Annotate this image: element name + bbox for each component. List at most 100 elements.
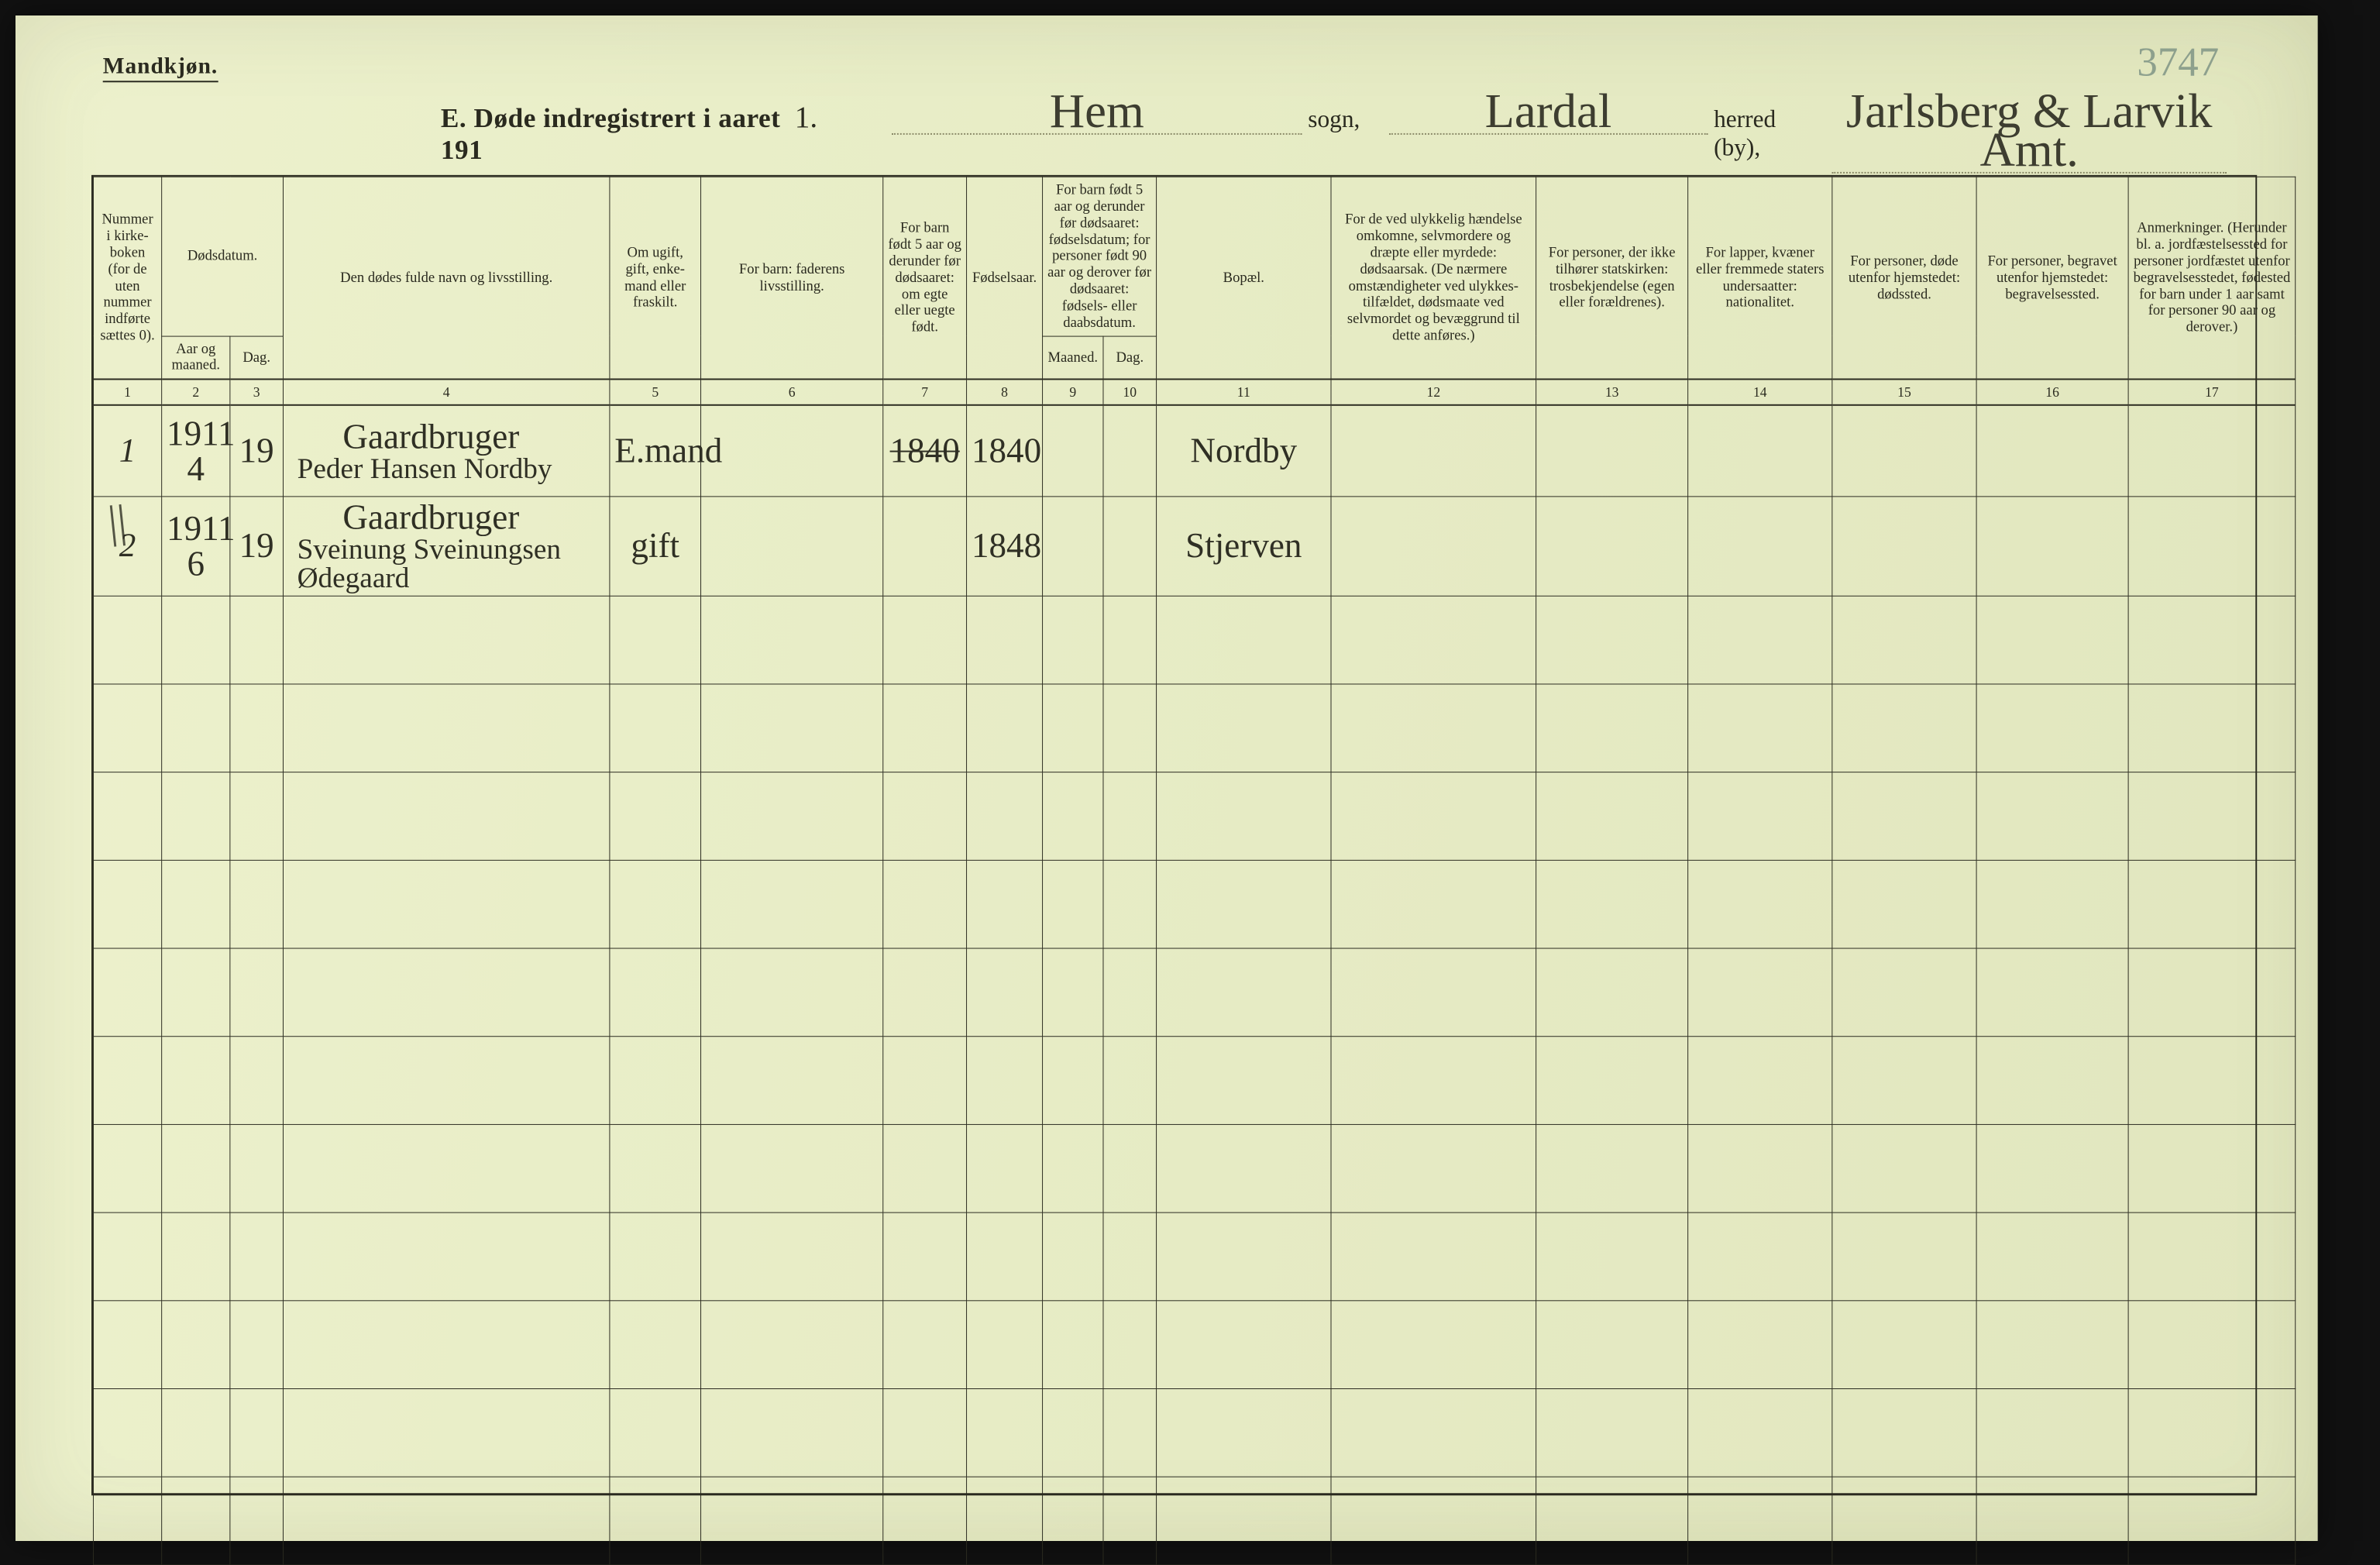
cell — [1976, 596, 2128, 684]
cell — [1043, 860, 1103, 948]
cell — [283, 1477, 609, 1565]
cell — [883, 772, 967, 860]
cell — [162, 1124, 230, 1212]
table-row: 11911419GaardbrugerPeder Hansen NordbyE.… — [93, 405, 2295, 497]
cell: 1840 — [967, 405, 1043, 497]
cell — [230, 1124, 284, 1212]
county-name-hand: Jarlsberg & Larvik Amt. — [1831, 91, 2227, 174]
cell — [2128, 1388, 2296, 1477]
col-num: 13 — [1536, 380, 1688, 405]
cell — [1536, 1212, 1688, 1301]
cell — [93, 1037, 161, 1125]
table-body: 11911419GaardbrugerPeder Hansen NordbyE.… — [93, 405, 2295, 1565]
table-row — [93, 1212, 2295, 1301]
col-num: 14 — [1688, 380, 1832, 405]
col-subheader: Dag. — [1103, 336, 1157, 380]
cell — [93, 1388, 161, 1477]
cell — [1103, 596, 1157, 684]
cell — [1976, 405, 2128, 497]
cell: 19116 — [162, 497, 230, 596]
cell — [967, 1477, 1043, 1565]
parish-name-hand: Hem — [892, 91, 1302, 135]
cell — [162, 1212, 230, 1301]
cell — [883, 684, 967, 772]
cell — [1976, 948, 2128, 1037]
col-header: Dødsdatum. — [162, 177, 284, 335]
cell — [1157, 1037, 1331, 1125]
cell — [93, 1477, 161, 1565]
cell — [230, 1301, 284, 1389]
cell — [230, 1388, 284, 1477]
ledger-table: Nummer i kirke­boken (for de uten nummer… — [93, 177, 2296, 1565]
cell — [701, 596, 883, 684]
cell — [1157, 1124, 1331, 1212]
cell — [1976, 1388, 2128, 1477]
cell — [2128, 684, 2296, 772]
cell — [1331, 860, 1536, 948]
cell — [1832, 596, 1976, 684]
cell — [230, 948, 284, 1037]
cell — [1832, 1124, 1976, 1212]
cell — [93, 684, 161, 772]
cell — [93, 1124, 161, 1212]
cell — [610, 596, 701, 684]
cell — [1331, 948, 1536, 1037]
col-num: 2 — [162, 380, 230, 405]
cell — [1103, 497, 1157, 596]
cell — [1688, 1477, 1832, 1565]
cell — [1043, 405, 1103, 497]
cell — [2128, 596, 2296, 684]
cell — [283, 1301, 609, 1389]
cell — [1536, 497, 1688, 596]
col-header: Den dødes fulde navn og livsstilling. — [283, 177, 609, 379]
col-header: For personer, døde utenfor hjemstedet: d… — [1832, 177, 1976, 379]
cell: Stjerven — [1157, 497, 1331, 596]
cell — [1536, 1477, 1688, 1565]
cell — [1688, 497, 1832, 596]
cell — [1976, 772, 2128, 860]
cell — [1157, 1477, 1331, 1565]
cell — [283, 948, 609, 1037]
cell — [1832, 772, 1976, 860]
cell — [230, 860, 284, 948]
cell — [1536, 1037, 1688, 1125]
cell — [1043, 1124, 1103, 1212]
cell — [967, 860, 1043, 948]
cell — [701, 860, 883, 948]
cell — [1043, 1477, 1103, 1565]
cell — [1331, 1124, 1536, 1212]
col-header: Bopæl. — [1157, 177, 1331, 379]
cell — [2128, 1301, 2296, 1389]
col-header: Fødsels­aar. — [967, 177, 1043, 379]
cell — [1976, 1477, 2128, 1565]
col-num: 10 — [1103, 380, 1157, 405]
cell — [967, 1037, 1043, 1125]
cell — [610, 1301, 701, 1389]
cell: GaardbrugerPeder Hansen Nordby — [283, 405, 609, 497]
cell — [1536, 772, 1688, 860]
cell — [1043, 1301, 1103, 1389]
cell — [701, 1388, 883, 1477]
col-num: 12 — [1331, 380, 1536, 405]
cell — [1832, 1037, 1976, 1125]
cell — [1832, 1477, 1976, 1565]
cell — [1043, 596, 1103, 684]
cell — [2128, 1477, 2296, 1565]
cell — [701, 948, 883, 1037]
cell — [230, 1477, 284, 1565]
cell: gift — [610, 497, 701, 596]
cell — [610, 684, 701, 772]
cell: GaardbrugerSveinung SveinungsenØdegaard — [283, 497, 609, 596]
district-label: herred (by), — [1714, 105, 1818, 162]
cell — [1832, 1212, 1976, 1301]
table-row — [93, 860, 2295, 948]
cell — [701, 684, 883, 772]
cell — [162, 684, 230, 772]
cell — [1688, 405, 1832, 497]
cell — [1536, 405, 1688, 497]
cell: 19114 — [162, 405, 230, 497]
cell — [162, 596, 230, 684]
cell — [1976, 1301, 2128, 1389]
cell — [2128, 948, 2296, 1037]
cell — [93, 772, 161, 860]
